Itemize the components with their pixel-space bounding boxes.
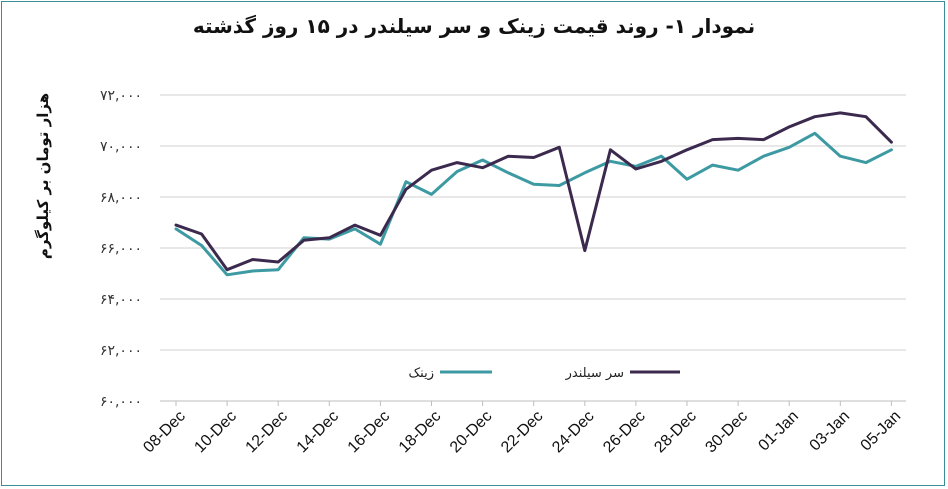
x-tick-label: 16-Dec: [345, 408, 393, 456]
x-tick-label: 28-Dec: [651, 408, 699, 456]
y-tick-label: ۶۸,۰۰۰: [100, 190, 142, 206]
x-tick-label: 24-Dec: [549, 408, 597, 456]
y-tick-labels: ۶۰,۰۰۰ ۶۲,۰۰۰ ۶۴,۰۰۰ ۶۶,۰۰۰ ۶۸,۰۰۰ ۷۰,۰۰۰ ۷۲,۰…: [100, 88, 142, 410]
series-line-cylinder-head: [174, 111, 893, 272]
legend-label-cylinder-head: سر سیلندر: [565, 366, 624, 381]
y-tick-label: ۶۲,۰۰۰: [100, 343, 142, 359]
x-tick-label: 30-Dec: [702, 408, 750, 456]
series-line-zinc: [174, 131, 893, 277]
x-tick-label: 10-Dec: [191, 408, 239, 456]
x-tick-label: 22-Dec: [498, 408, 546, 456]
x-tick-label: 18-Dec: [396, 408, 444, 456]
y-axis-label: هزار تومان بر کیلوگرم: [34, 93, 52, 259]
series-lines: [174, 111, 893, 277]
x-tick-label: 01-Jan: [755, 408, 802, 455]
grid-lines: [160, 94, 906, 406]
y-tick-label: ۷۰,۰۰۰: [100, 139, 142, 155]
chart-title: نمودار ۱- روند قیمت زینک و سر سیلندر در …: [192, 14, 756, 38]
y-tick-label: ۶۴,۰۰۰: [100, 292, 142, 308]
x-tick-label: 14-Dec: [294, 408, 342, 456]
y-tick-label: ۶۶,۰۰۰: [100, 241, 142, 257]
y-tick-label: ۷۲,۰۰۰: [100, 88, 142, 104]
x-tick-labels: 08-Dec 10-Dec 12-Dec 14-Dec 16-Dec 18-Dec 20-D…: [140, 408, 904, 456]
x-tick-label: 08-Dec: [140, 408, 188, 456]
x-tick-label: 12-Dec: [243, 408, 291, 456]
x-tick-label: 26-Dec: [600, 408, 648, 456]
y-tick-label: ۶۰,۰۰۰: [100, 394, 142, 410]
x-tick-label: 20-Dec: [447, 408, 495, 456]
legend: سر سیلندر زینک: [409, 366, 680, 381]
x-tick-label: 03-Jan: [807, 408, 854, 455]
legend-label-zinc: زینک: [409, 366, 434, 381]
x-tick-label: 05-Jan: [858, 408, 905, 455]
